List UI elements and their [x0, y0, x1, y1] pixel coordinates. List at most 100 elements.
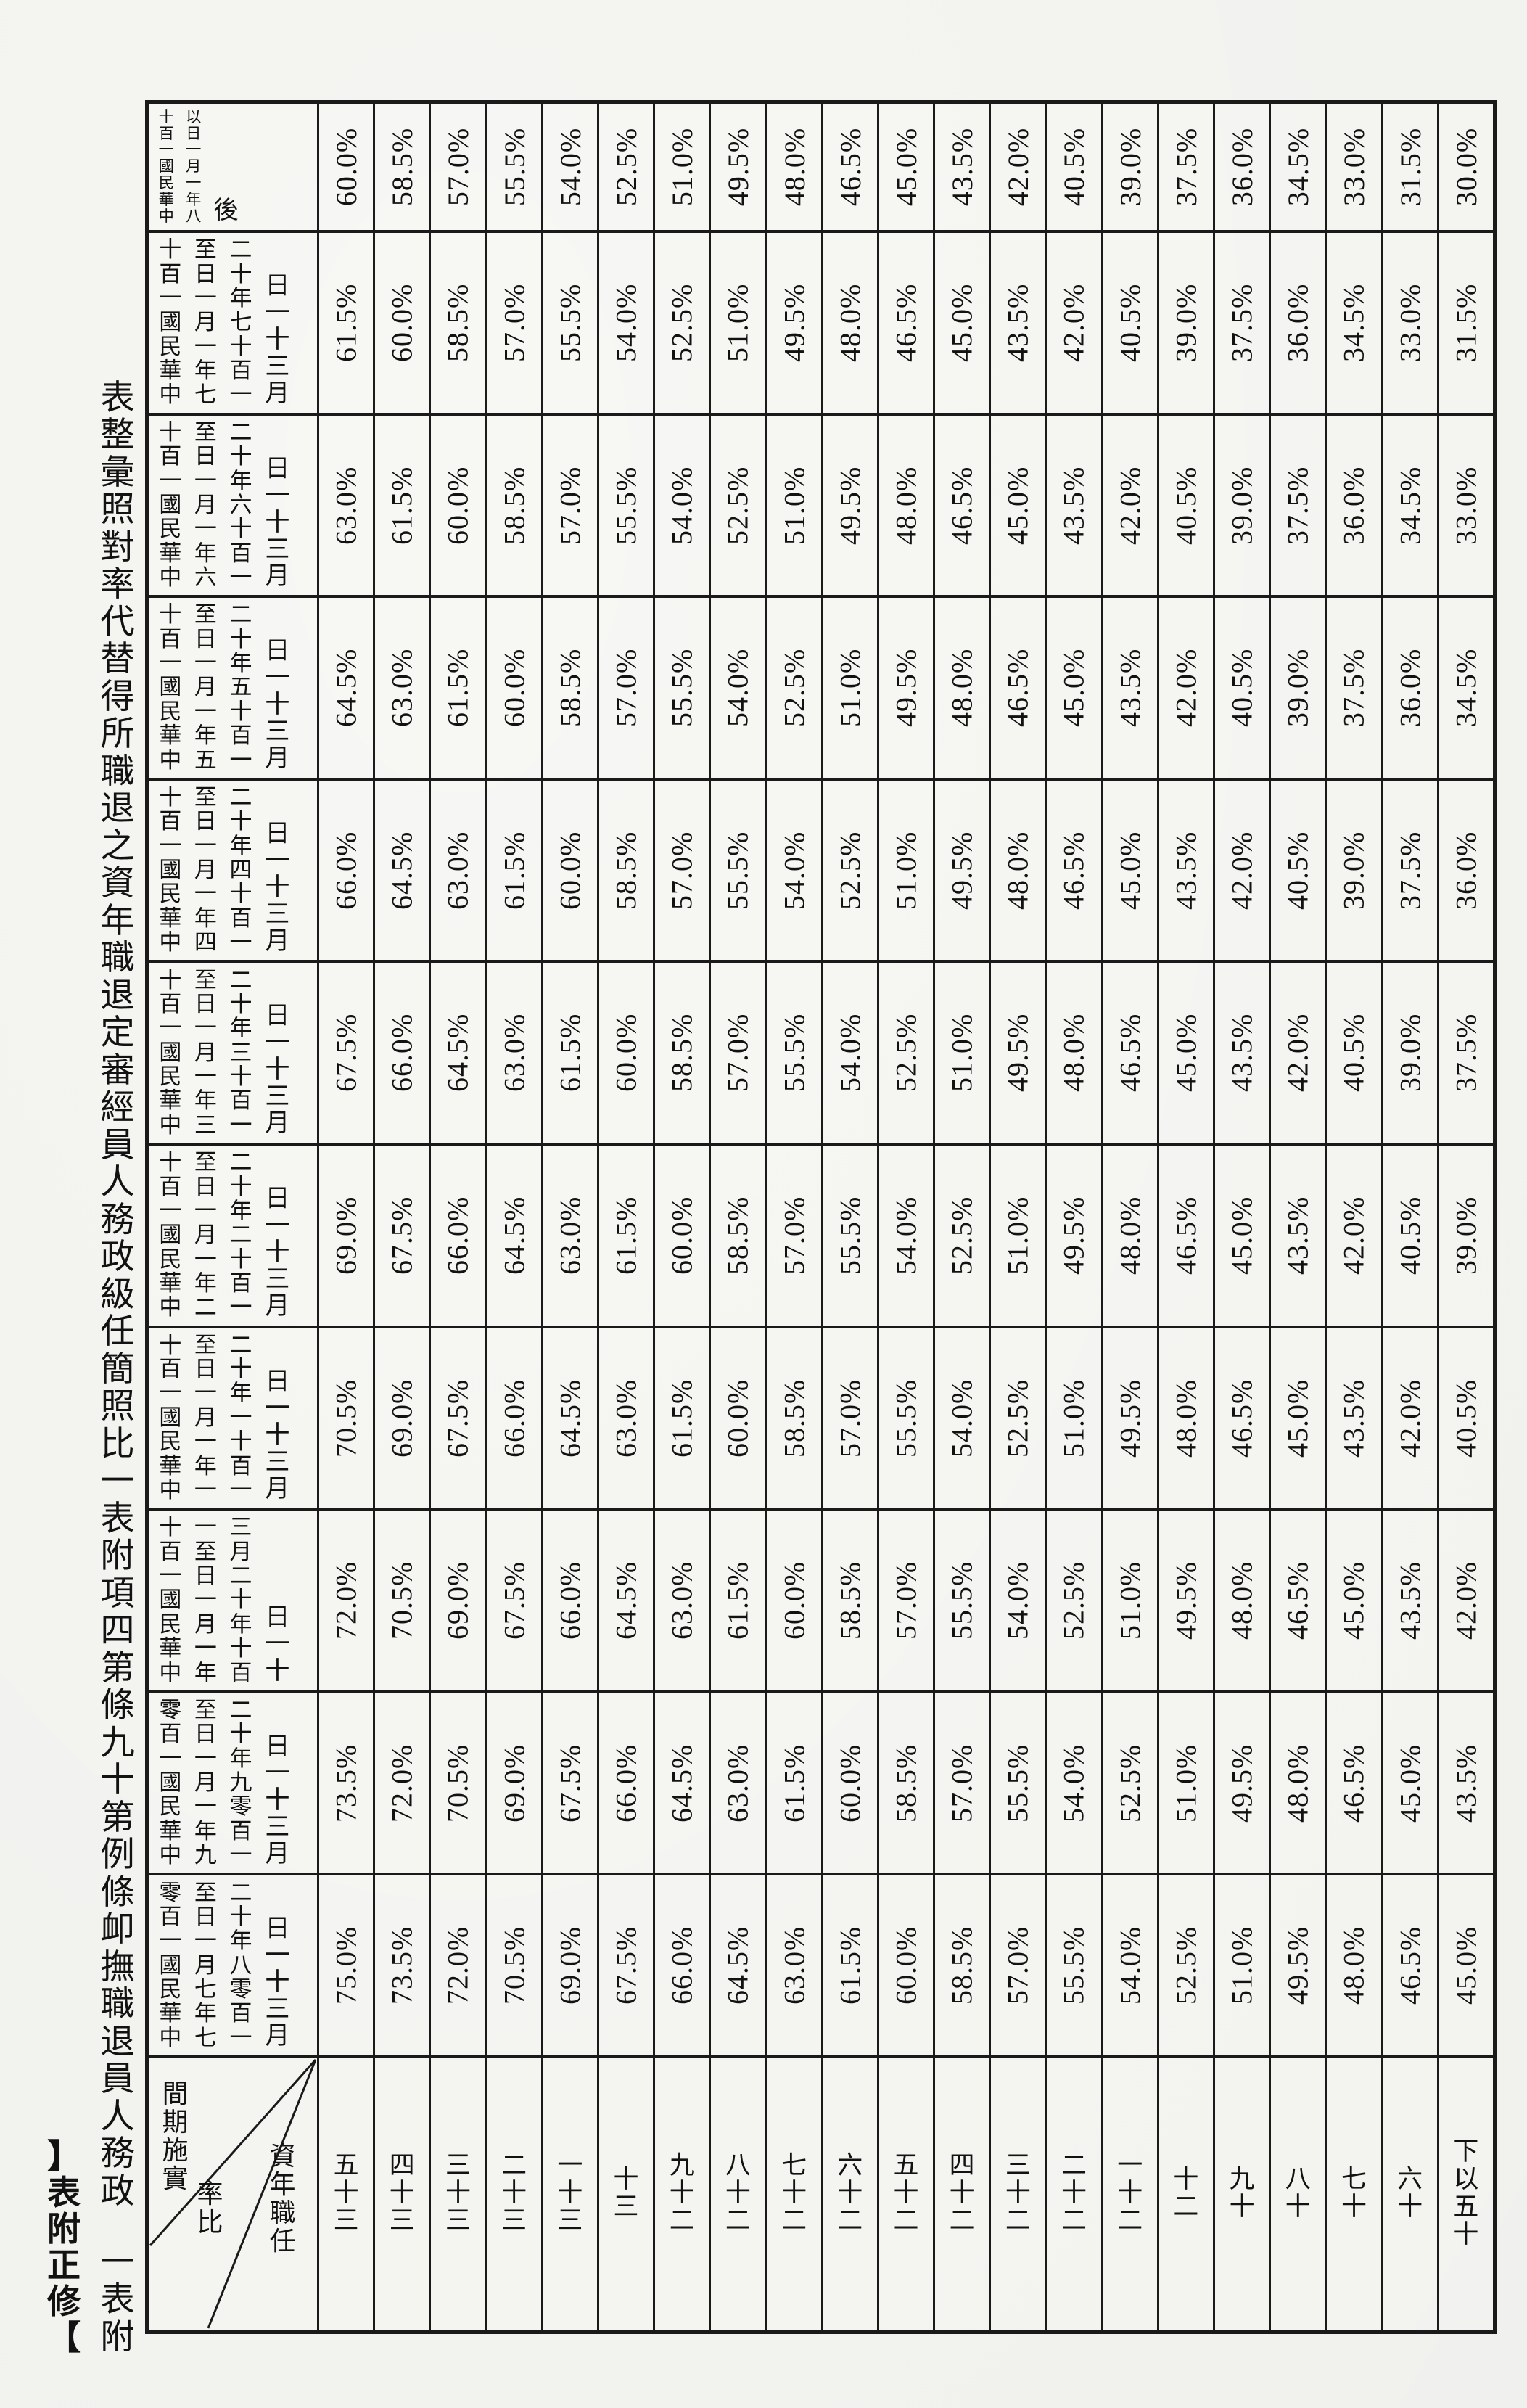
rate-value: 60.0%	[498, 648, 531, 728]
rate-value: 64.5%	[721, 1926, 754, 2005]
rate-value-cell: 49.5%	[767, 233, 823, 416]
stacked-char: 一	[159, 1380, 182, 1406]
stacked-char: 民	[159, 881, 182, 907]
rate-value: 66.0%	[665, 1926, 699, 2005]
rate-value-cell: 37.5%	[1158, 104, 1215, 233]
stacked-char: 日	[194, 1173, 217, 1199]
rate-value: 72.0%	[385, 1743, 419, 1823]
rate-value-cell: 46.5%	[878, 233, 936, 416]
stacked-char: 月	[265, 1110, 290, 1138]
rate-value: 73.5%	[329, 1743, 363, 1823]
rate-value: 72.0%	[329, 1561, 363, 1640]
stacked-char: 七	[229, 309, 252, 335]
stacked-char: 十	[229, 808, 252, 834]
rate-value: 66.0%	[498, 1378, 531, 1458]
stacked-char: 一	[229, 747, 252, 773]
rate-value-cell: 48.0%	[1103, 1145, 1159, 1328]
rate-value-cell: 66.0%	[487, 1328, 543, 1511]
stacked-char: 日	[194, 1356, 217, 1382]
stacked-char: 民	[159, 698, 182, 724]
stacked-char: 經	[100, 1089, 135, 1127]
rate-value: 63.0%	[385, 648, 419, 728]
rate-value-cell: 67.5%	[375, 1145, 432, 1328]
stacked-char: 至	[194, 419, 217, 445]
period-header-line: 一百零九年十二	[228, 1698, 254, 1868]
rate-value: 40.5%	[1337, 1014, 1370, 1093]
rate-value-cell: 43.5%	[1383, 1511, 1439, 1693]
stacked-char: 一	[265, 300, 290, 327]
stacked-char: 民	[158, 174, 174, 192]
service-year-label-cell: 二十	[1158, 2058, 1215, 2333]
rate-value: 48.0%	[1058, 1014, 1091, 1093]
rate-value-cell: 57.0%	[598, 598, 656, 781]
stacked-char: 十	[265, 691, 290, 719]
rate-value: 46.5%	[1058, 831, 1091, 910]
stacked-char: 十	[229, 333, 252, 359]
stacked-char: 華	[159, 1452, 182, 1479]
rate-value: 49.5%	[1169, 1561, 1203, 1640]
stacked-char: 十	[613, 2165, 639, 2194]
rate-value-cell: 36.0%	[1383, 598, 1439, 781]
rate-value-cell: 34.5%	[1271, 104, 1328, 233]
rate-value: 46.5%	[1169, 1196, 1203, 1275]
stacked-char: 年	[194, 2000, 217, 2026]
stacked-char: 二	[725, 2206, 751, 2235]
rate-value: 51.0%	[778, 466, 811, 545]
rate-value-cell: 60.0%	[319, 104, 376, 233]
rate-value: 40.5%	[1114, 283, 1147, 362]
rate-value-cell: 40.5%	[1383, 1145, 1439, 1328]
stacked-char: 二	[229, 601, 252, 628]
stacked-char: 華	[159, 1088, 182, 1114]
rate-value: 46.5%	[1281, 1561, 1314, 1640]
rate-value-cell: 64.5%	[711, 1875, 767, 2058]
rate-value-cell: 42.0%	[1438, 1511, 1495, 1693]
stacked-char	[98, 2211, 137, 2244]
rate-value: 70.5%	[385, 1561, 419, 1640]
stacked-char: 中	[159, 1842, 182, 1868]
rate-value: 37.5%	[1449, 1014, 1483, 1093]
rate-value: 43.5%	[1281, 1196, 1314, 1275]
stacked-char: 任	[269, 2226, 296, 2256]
rate-value-cell: 70.5%	[487, 1875, 543, 2058]
rate-value: 57.0%	[553, 466, 587, 545]
period-header-line: 中華民國一百十	[157, 421, 184, 591]
rate-value: 31.5%	[1449, 283, 1483, 362]
rate-value-cell: 39.0%	[1327, 780, 1383, 963]
rate-value-cell: 69.0%	[431, 1511, 487, 1693]
stacked-char: 八	[1285, 2165, 1311, 2194]
rate-value-cell: 51.0%	[1158, 1693, 1215, 1876]
service-year-label-cell: 三十二	[487, 2058, 543, 2333]
service-year-label-cell: 三十一	[543, 2058, 599, 2333]
stacked-char: 定	[100, 1014, 135, 1053]
rate-value-cell: 42.0%	[1047, 233, 1103, 416]
stacked-char: 一	[194, 1064, 217, 1090]
rate-value: 40.5%	[1169, 466, 1203, 545]
rate-value: 60.0%	[609, 1014, 643, 1093]
period-header-line: 中華民國一百十	[157, 1334, 184, 1503]
rate-value-cell: 63.0%	[655, 1511, 712, 1693]
rate-value: 36.0%	[1394, 648, 1427, 728]
stacked-char: 至	[194, 237, 217, 263]
rate-value-cell: 54.0%	[1047, 1693, 1103, 1876]
stacked-char: 一	[229, 1404, 252, 1430]
stacked-char: 日	[194, 1563, 217, 1589]
corner-label-ratio: 比率	[195, 2180, 225, 2237]
rate-value: 60.0%	[329, 127, 363, 207]
stacked-char: 彙	[100, 453, 135, 492]
rate-value: 40.5%	[1225, 648, 1259, 728]
rate-value: 37.5%	[1337, 648, 1370, 728]
stacked-char: 六	[1397, 2165, 1423, 2194]
stacked-char: 零	[159, 1696, 182, 1722]
rate-value: 60.0%	[721, 1378, 754, 1458]
rate-value-cell: 43.5%	[1158, 780, 1215, 963]
rate-value: 67.5%	[385, 1196, 419, 1275]
stacked-char: 七	[781, 2151, 807, 2180]
rate-value-cell: 43.5%	[1103, 598, 1159, 781]
period-header-line: 月三十一日	[263, 421, 292, 591]
service-year-label: 十六	[1396, 2166, 1425, 2222]
rate-value: 72.0%	[441, 1926, 474, 2005]
stacked-char: 十	[100, 1762, 135, 1800]
rate-value: 49.5%	[1281, 1926, 1314, 2005]
stacked-char: 三	[445, 2206, 471, 2235]
rate-value-cell: 48.0%	[991, 780, 1048, 963]
